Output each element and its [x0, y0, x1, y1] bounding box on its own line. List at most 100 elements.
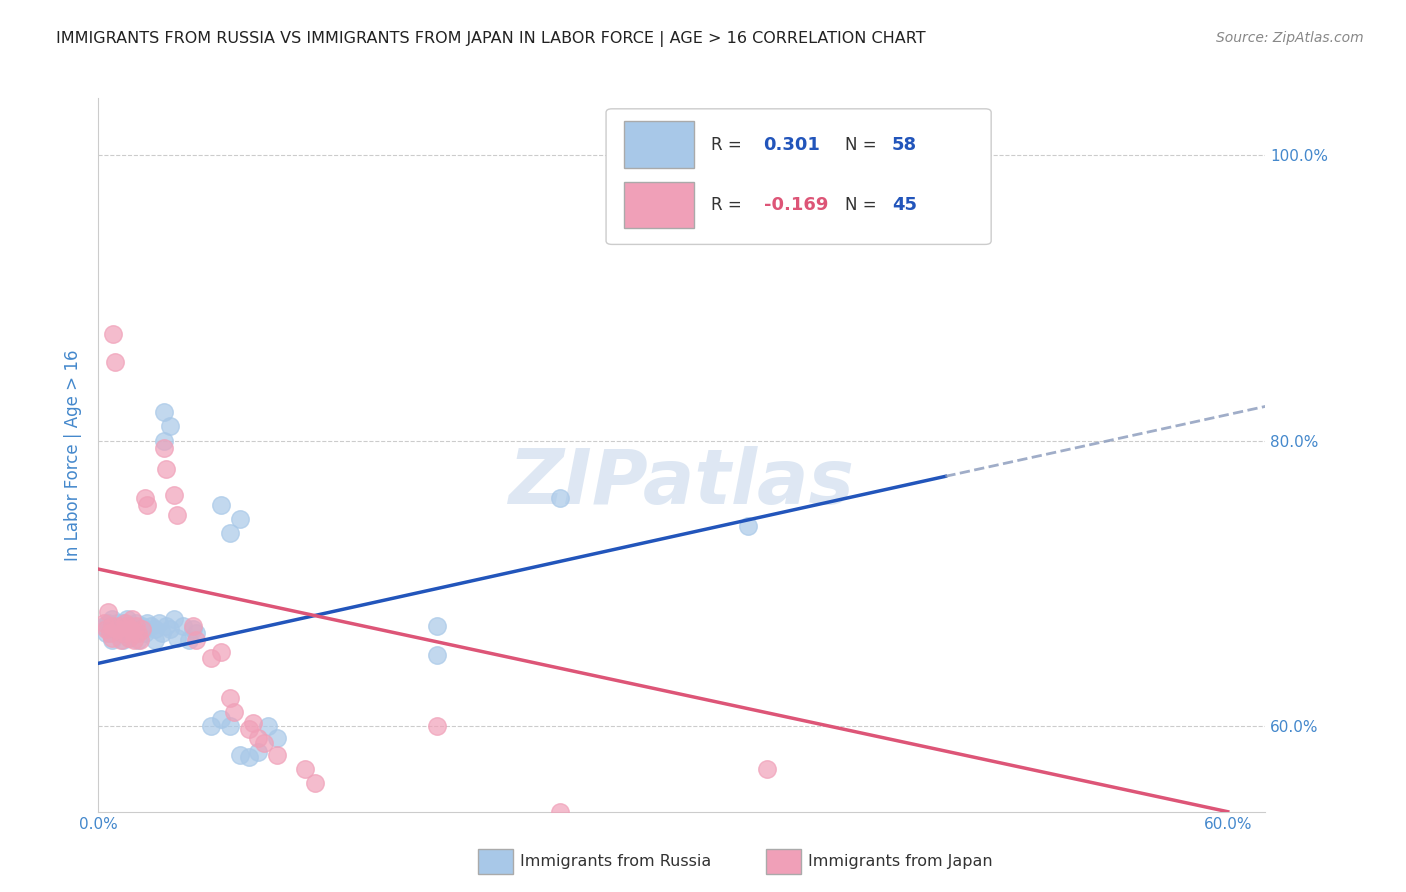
Point	[159, 419, 181, 434]
Point	[105, 622, 128, 636]
Text: N =: N =	[845, 136, 882, 153]
Point	[155, 462, 177, 476]
Point	[238, 722, 260, 736]
Point	[114, 616, 136, 631]
Point	[869, 162, 891, 177]
Point	[177, 633, 200, 648]
Point	[105, 622, 128, 636]
Point	[127, 626, 149, 640]
Y-axis label: In Labor Force | Age > 16: In Labor Force | Age > 16	[65, 349, 83, 561]
Point	[219, 526, 242, 541]
Point	[127, 633, 149, 648]
Point	[426, 719, 449, 733]
Point	[139, 619, 162, 633]
Text: N =: N =	[845, 196, 882, 214]
Point	[143, 622, 166, 636]
Point	[104, 355, 127, 369]
Point	[100, 612, 122, 626]
Text: 58: 58	[891, 136, 917, 153]
Point	[93, 616, 115, 631]
Point	[117, 631, 139, 645]
Point	[304, 776, 326, 790]
Point	[114, 622, 136, 636]
Text: IMMIGRANTS FROM RUSSIA VS IMMIGRANTS FROM JAPAN IN LABOR FORCE | AGE > 16 CORREL: IMMIGRANTS FROM RUSSIA VS IMMIGRANTS FRO…	[56, 31, 927, 47]
FancyBboxPatch shape	[624, 182, 693, 228]
Point	[247, 731, 270, 745]
Point	[100, 633, 122, 648]
Point	[121, 612, 143, 626]
Point	[209, 498, 232, 512]
Text: Immigrants from Russia: Immigrants from Russia	[520, 855, 711, 869]
Text: Source: ZipAtlas.com: Source: ZipAtlas.com	[1216, 31, 1364, 45]
Point	[247, 745, 270, 759]
Point	[134, 491, 156, 505]
Point	[266, 747, 288, 762]
Point	[186, 633, 208, 648]
Point	[100, 619, 122, 633]
Point	[548, 805, 571, 819]
Point	[737, 519, 759, 533]
Point	[219, 719, 242, 733]
Point	[122, 626, 145, 640]
Point	[108, 619, 131, 633]
Point	[97, 605, 120, 619]
Point	[152, 626, 174, 640]
Point	[103, 326, 125, 341]
Text: 45: 45	[891, 196, 917, 214]
Point	[253, 736, 276, 750]
Point	[172, 619, 194, 633]
Text: R =: R =	[711, 196, 747, 214]
Point	[548, 491, 571, 505]
Point	[294, 762, 316, 776]
Point	[153, 441, 176, 455]
Point	[120, 622, 142, 636]
Point	[148, 616, 170, 631]
Point	[93, 619, 115, 633]
Point	[121, 622, 143, 636]
Point	[181, 619, 204, 633]
Point	[111, 626, 134, 640]
Point	[186, 626, 208, 640]
Point	[426, 619, 449, 633]
Point	[143, 633, 166, 648]
Point	[131, 619, 153, 633]
Point	[104, 626, 127, 640]
Point	[125, 616, 148, 631]
Point	[131, 622, 153, 636]
Point	[128, 622, 150, 636]
Point	[110, 626, 132, 640]
Point	[110, 633, 132, 648]
Point	[228, 747, 250, 762]
Point	[103, 619, 125, 633]
Point	[209, 712, 232, 726]
Point	[128, 633, 150, 648]
Point	[122, 633, 145, 648]
Text: ZIPatlas: ZIPatlas	[509, 447, 855, 520]
Point	[242, 716, 264, 731]
Point	[256, 719, 278, 733]
Point	[134, 626, 156, 640]
Point	[115, 612, 138, 626]
Point	[108, 619, 131, 633]
Point	[163, 488, 186, 502]
Text: Immigrants from Japan: Immigrants from Japan	[808, 855, 993, 869]
Point	[200, 650, 222, 665]
Point	[266, 731, 288, 745]
Point	[153, 405, 176, 419]
Point	[200, 719, 222, 733]
Point	[94, 622, 117, 636]
Point	[222, 705, 245, 719]
Point	[136, 616, 159, 631]
Point	[181, 622, 204, 636]
Point	[159, 622, 181, 636]
Point	[111, 633, 134, 648]
Text: R =: R =	[711, 136, 747, 153]
Point	[115, 619, 138, 633]
Point	[755, 762, 778, 776]
Point	[94, 626, 117, 640]
Point	[97, 616, 120, 631]
Point	[117, 631, 139, 645]
Text: 0.301: 0.301	[763, 136, 821, 153]
Point	[238, 750, 260, 764]
Point	[426, 648, 449, 662]
